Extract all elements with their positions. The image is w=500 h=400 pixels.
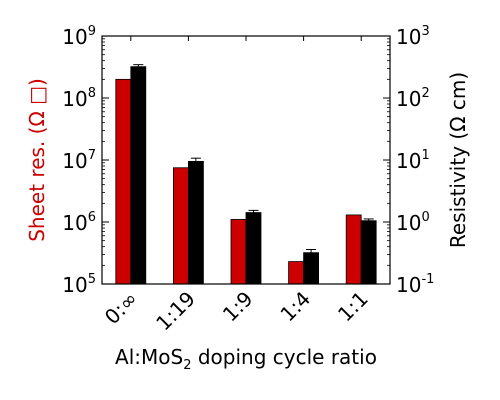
- left-tick-label-exponent: 5: [88, 272, 96, 287]
- right-tick-label: 10-1: [396, 272, 434, 297]
- right-tick-label-exponent: 0: [421, 210, 429, 225]
- right-tick-label-base: 10: [396, 211, 421, 235]
- x-tick-label: 1:9: [218, 287, 258, 327]
- right-tick-label: 100: [396, 210, 430, 235]
- bar-sheet-res: [172, 167, 189, 285]
- bar-resistivity: [303, 252, 320, 285]
- x-tick-label: 1:19: [151, 287, 200, 336]
- left-tick-label: 109: [62, 24, 96, 49]
- left-tick-label: 107: [62, 148, 96, 173]
- error-bars-layer: [133, 64, 374, 257]
- bar-sheet-res: [230, 219, 247, 285]
- right-tick-label: 101: [396, 148, 430, 173]
- x-tick-label: 1:1: [333, 287, 373, 327]
- right-axis-label: Resistivity (Ω cm): [446, 72, 470, 248]
- left-tick-label: 106: [62, 210, 96, 235]
- x-tick-label: 0:∞: [100, 287, 143, 330]
- x-axis-label: Al:MoS2 doping cycle ratio: [115, 345, 377, 373]
- left-tick-label-base: 10: [62, 25, 87, 49]
- x-tick-label: 1:4: [275, 287, 315, 327]
- bar-sheet-res: [115, 78, 132, 285]
- bar-sheet-res: [288, 261, 305, 285]
- right-tick-label-base: 10: [396, 149, 421, 173]
- left-tick-label: 108: [62, 86, 96, 111]
- left-tick-label-base: 10: [62, 149, 87, 173]
- right-tick-label-exponent: 3: [421, 24, 429, 39]
- bar-resistivity: [187, 160, 204, 285]
- bar-resistivity: [360, 220, 377, 285]
- bar-sheet-res: [345, 214, 362, 285]
- left-tick-label-exponent: 9: [88, 24, 96, 39]
- bar-resistivity: [245, 212, 262, 285]
- bar-resistivity: [130, 66, 147, 285]
- left-tick-label-base: 10: [62, 87, 87, 111]
- x-axis-label-main: Al:MoS: [115, 345, 183, 369]
- ticks-layer: [102, 35, 390, 285]
- left-tick-label: 105: [62, 272, 96, 297]
- x-axis-label-tail: doping cycle ratio: [192, 345, 377, 369]
- right-tick-label-base: 10: [396, 87, 421, 111]
- left-axis-label: Sheet res. (Ω □): [25, 78, 49, 242]
- right-tick-label-exponent: 1: [421, 148, 429, 163]
- left-tick-label-exponent: 8: [88, 86, 96, 101]
- right-tick-label-base: 10: [396, 25, 421, 49]
- bars-layer: [115, 66, 377, 285]
- right-tick-label: 103: [396, 24, 430, 49]
- right-tick-label-exponent: -1: [421, 272, 434, 287]
- right-tick-label: 102: [396, 86, 430, 111]
- right-tick-label-base: 10: [396, 273, 421, 297]
- left-tick-label-base: 10: [62, 273, 87, 297]
- left-tick-label-exponent: 6: [88, 210, 96, 225]
- right-tick-label-exponent: 2: [421, 86, 429, 101]
- x-axis-label-subscript: 2: [183, 358, 191, 373]
- left-tick-label-base: 10: [62, 211, 87, 235]
- left-tick-label-exponent: 7: [88, 148, 96, 163]
